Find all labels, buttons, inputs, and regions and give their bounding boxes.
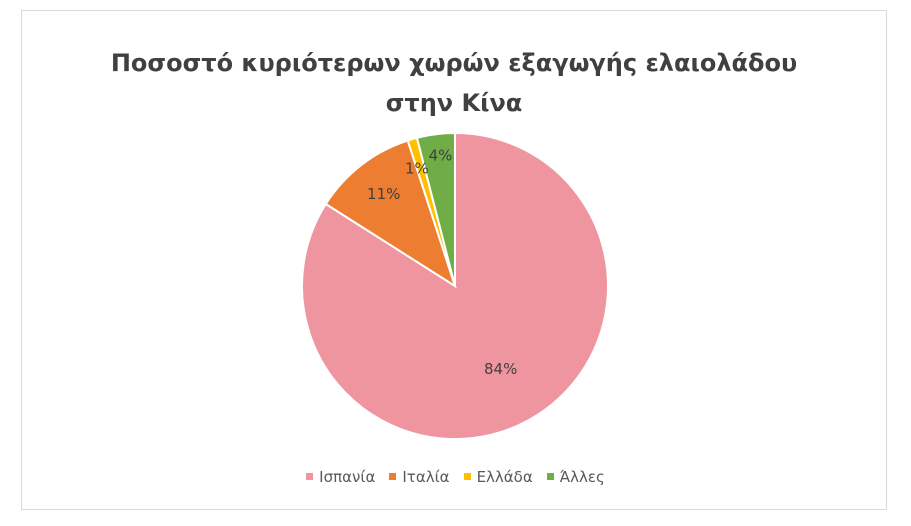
legend: Ισπανία Ιταλία Ελλάδα Άλλες — [0, 466, 911, 486]
chart-title-line-2: στην Κίνα — [385, 89, 523, 117]
pie-data-labels: 84% 11% 1%4% — [367, 146, 517, 378]
legend-swatch-1 — [389, 473, 397, 480]
legend-item-2: Ελλάδα — [463, 467, 533, 486]
legend-item-3: Άλλες — [546, 467, 605, 486]
chart-title-line-1: Ποσοστό κυριότερων χωρών εξαγωγής ελαιολ… — [110, 49, 798, 77]
legend-swatch-3 — [546, 473, 554, 480]
legend-label-1: Ιταλία — [402, 467, 450, 486]
data-label-1: 11% — [367, 185, 400, 203]
legend-label-3: Άλλες — [559, 467, 605, 486]
pie-slice-1 — [324, 139, 457, 289]
pie-slices — [301, 131, 609, 440]
legend-item-0: Ισπανία — [306, 468, 375, 486]
legend-label-2: Ελλάδα — [476, 467, 533, 486]
data-label-2: 1% — [405, 159, 429, 177]
legend-item-1: Ιταλία — [389, 467, 450, 486]
legend-swatch-2 — [463, 473, 471, 480]
legend-swatch-0 — [306, 473, 314, 480]
chart-title: Ποσοστό κυριότερων χωρών εξαγωγής ελαιολ… — [22, 43, 886, 123]
data-label-0: 84% — [484, 360, 517, 378]
legend-label-0: Ισπανία — [319, 467, 376, 486]
pie-slice-3 — [415, 131, 456, 287]
data-label-3: 4% — [429, 146, 453, 164]
